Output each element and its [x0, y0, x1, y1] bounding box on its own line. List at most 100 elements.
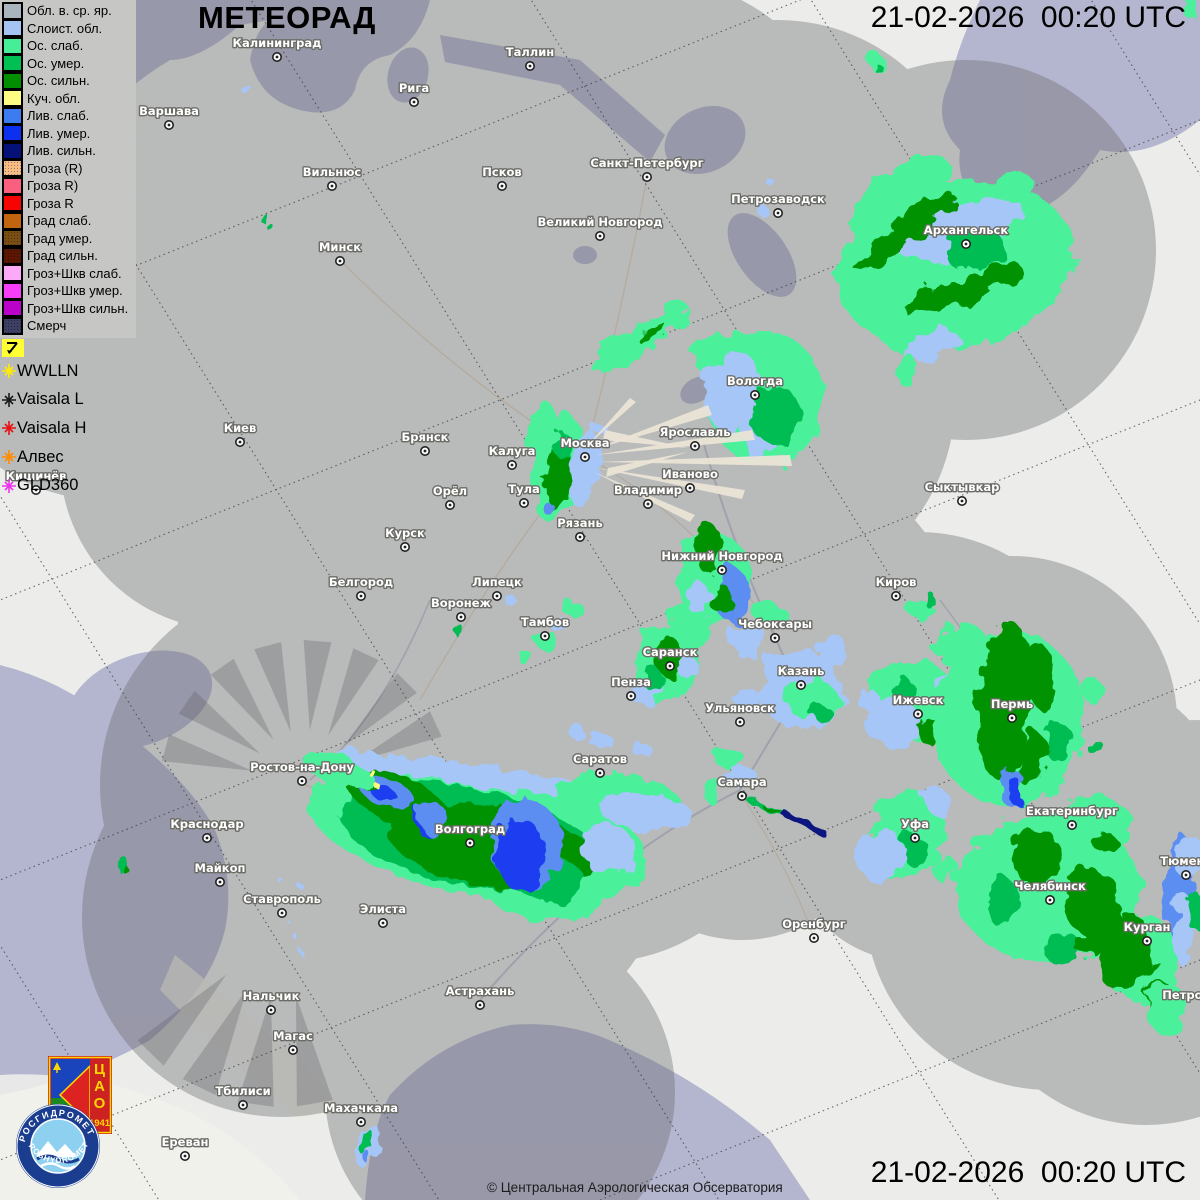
precip-blob — [366, 1154, 374, 1166]
svg-text:Ц: Ц — [94, 1061, 105, 1078]
city-dot-center — [598, 234, 602, 238]
lightning-source-label: WWLLN — [17, 361, 79, 380]
legend-label: Гроз+Шкв сильн. — [27, 300, 129, 316]
city-label: Астрахань — [446, 984, 515, 998]
city-dot-center — [34, 488, 38, 492]
city-label: Варшава — [139, 104, 199, 118]
city-label: Тула — [508, 482, 540, 496]
lightning-source-label: Vaisala L — [17, 390, 84, 409]
city-label: Ульяновск — [705, 701, 775, 715]
graticule-line — [530, 0, 1200, 1075]
precip-blob — [360, 1127, 372, 1157]
legend-label: Ос. сильн. — [27, 73, 90, 89]
city-label: Рязань — [557, 516, 602, 530]
lightning-source-item: GLD360 — [1, 471, 86, 500]
city-marker-group: Орёл — [431, 483, 469, 510]
city-label: Тбилиси — [215, 1084, 270, 1098]
precip-blob — [754, 602, 786, 626]
legend-item: Гроза (R) — [2, 159, 134, 178]
precip-blob — [809, 704, 831, 720]
beam-streak — [603, 430, 688, 448]
road-line — [741, 795, 815, 939]
precip-blob — [723, 765, 757, 789]
city-label: Ереван — [162, 1135, 209, 1149]
city-dot-center — [500, 184, 504, 188]
precip-blob — [945, 230, 1005, 270]
precip-blob — [656, 638, 684, 678]
legend-swatch — [2, 299, 23, 318]
legend-swatch — [2, 176, 23, 195]
city-dot-center — [448, 503, 452, 507]
radar-circle — [302, 0, 702, 390]
city-dot-center — [412, 100, 416, 104]
city-dot-center — [799, 683, 803, 687]
precip-blob — [934, 856, 958, 884]
city-dot-center — [960, 499, 964, 503]
radar-beam-streaks — [588, 398, 792, 522]
legend-label: Гроза (R) — [27, 160, 83, 176]
radar-sector-wedge — [210, 658, 274, 740]
city-marker-group: Киев — [222, 420, 258, 447]
city-dot-center — [740, 794, 744, 798]
precip-blob — [1077, 917, 1119, 955]
city-label: Псков — [482, 165, 521, 179]
legend-item: Куч. обл. — [2, 89, 134, 108]
legend-item: Град сильн. — [2, 246, 134, 265]
precip-blob — [1021, 638, 1059, 714]
city-dot-center — [720, 568, 724, 572]
precip-blob — [893, 352, 917, 384]
city-dot-center — [773, 636, 777, 640]
legend-swatch — [2, 159, 23, 178]
legend-item: Обл. в. ср. яр. — [2, 1, 134, 20]
city-label: Волгоград — [435, 822, 505, 836]
city-dot-center — [423, 449, 427, 453]
roshydromet-logo: РОСГИДРОМЕТ ROSHYDROMET — [16, 1104, 100, 1188]
city-label: Пенза — [611, 675, 651, 689]
city-marker-group: Ставрополь — [242, 891, 322, 918]
city-dot-center — [403, 545, 407, 549]
radar-sector-wedge — [343, 673, 417, 747]
city-dot-center — [645, 175, 649, 179]
lightning-cross-icon — [2, 478, 16, 493]
precip-blob — [1092, 832, 1116, 852]
city-dot-center — [269, 1008, 273, 1012]
city-marker-group: Петрозаводск — [730, 191, 826, 219]
city-label: Оренбург — [782, 917, 846, 931]
precip-blob — [598, 793, 694, 831]
city-label: Саранск — [643, 645, 698, 659]
city-label: Белгород — [329, 575, 393, 589]
precip-blob — [374, 783, 380, 789]
city-dot-center — [812, 936, 816, 940]
lightning-cross-icon — [2, 450, 16, 465]
radar-circle — [442, 0, 852, 387]
precip-blob — [713, 747, 743, 767]
city-label: Архангельск — [924, 223, 1009, 237]
precip-blob — [858, 828, 906, 884]
city-label: Владимир — [614, 483, 682, 497]
city-label: Тамбов — [521, 615, 569, 629]
radar-sector-wedge — [237, 996, 274, 1107]
precip-spike — [780, 809, 826, 835]
legend-swatch — [2, 19, 23, 38]
city-marker-group: Махачкала — [323, 1100, 399, 1128]
city-marker-group: Курган — [1122, 919, 1172, 946]
city-marker-group: Нижний Новгород — [660, 548, 784, 575]
city-dot-center — [1145, 939, 1149, 943]
city-dot-center — [598, 771, 602, 775]
precip-blob — [819, 632, 845, 668]
lake-shape — [387, 47, 429, 103]
precip-blob — [644, 668, 664, 692]
city-dot-center — [916, 712, 920, 716]
precip-blob — [1088, 740, 1104, 756]
lake-shape — [573, 246, 597, 264]
city-marker-group: Вологда — [726, 373, 784, 400]
city-marker-group: Ярославль — [658, 424, 732, 451]
legend-label: Куч. обл. — [27, 90, 81, 106]
precip-blob — [454, 623, 462, 637]
city-marker-group: Воронеж — [430, 595, 493, 622]
city-label: Таллин — [506, 45, 554, 59]
precip-blob — [750, 385, 800, 445]
city-label: Орёл — [433, 484, 467, 498]
city-dot-center — [510, 463, 514, 467]
legend-item: Ос. слаб. — [2, 36, 134, 55]
